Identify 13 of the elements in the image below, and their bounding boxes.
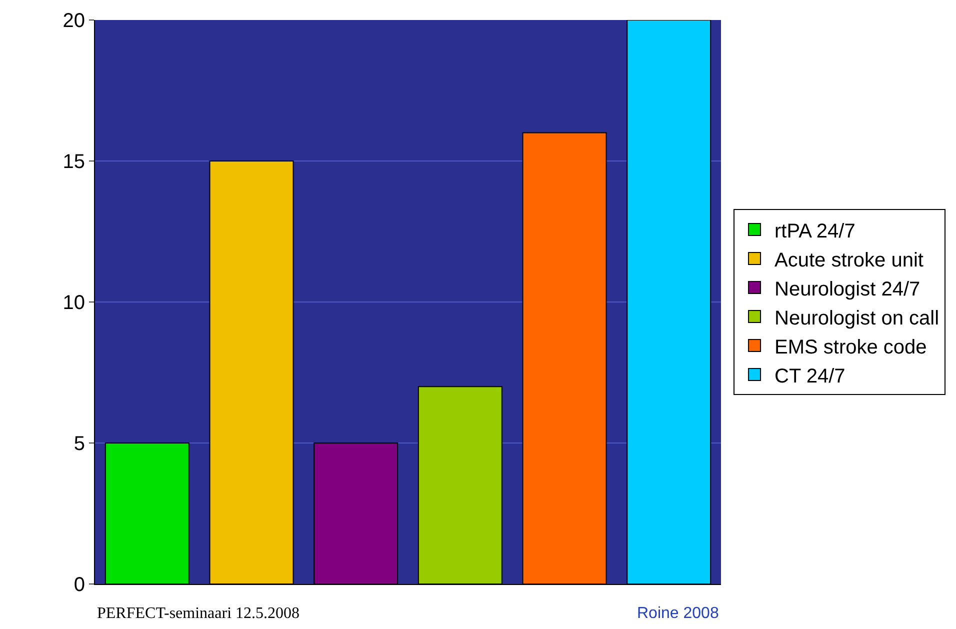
y-tick-label: 10 <box>62 292 85 314</box>
legend-label: CT 24/7 <box>774 365 846 388</box>
y-tick-label: 20 <box>62 10 85 32</box>
text: Roine 2008 <box>637 605 719 622</box>
legend-label: Acute stroke unit <box>774 249 924 272</box>
legend-label: rtPA 24/7 <box>774 220 856 242</box>
legend-label: EMS stroke code <box>774 336 927 358</box>
y-tick-label: 5 <box>74 433 85 455</box>
legend-label: Neurologist on call <box>774 307 940 330</box>
text: PERFECT-seminaari 12.5.2008 <box>97 605 300 622</box>
y-tick-label: 15 <box>62 151 85 173</box>
legend-label: Neurologist 24/7 <box>774 278 920 300</box>
y-tick-label: 0 <box>74 574 85 596</box>
